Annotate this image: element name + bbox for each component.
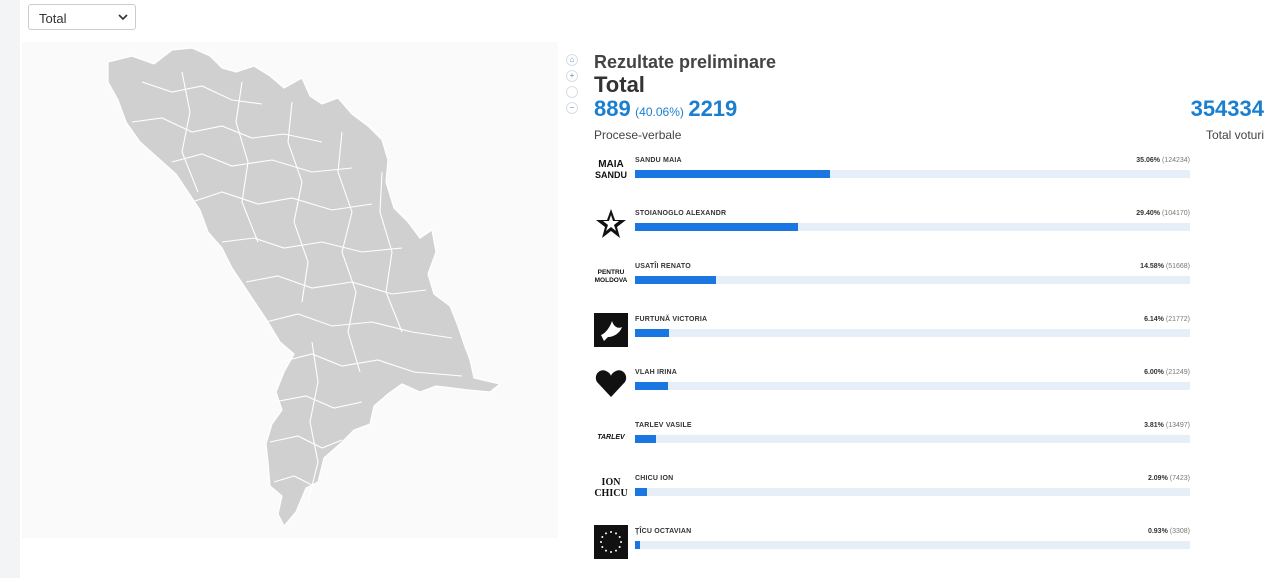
processed-percent: (40.06%) [635, 105, 684, 119]
pentru-moldova-logo: PENTRU MOLDOVA [594, 260, 628, 294]
candidate-row[interactable]: PENTRU MOLDOVA USATÎI RENATO 14.58% (51668) [594, 260, 1190, 298]
svg-text:MAIA: MAIA [598, 159, 624, 170]
total-votes-label: Total voturi [1205, 128, 1264, 142]
home-icon[interactable]: ⌂ [566, 54, 578, 66]
candidate-row[interactable]: TARLEV TARLEV VASILE 3.81% (13497) [594, 419, 1190, 457]
result-bar-track [635, 435, 1190, 443]
candidate-percent: 2.09% [1147, 475, 1168, 482]
map-svg[interactable] [22, 42, 558, 538]
candidate-row[interactable]: MAIA SANDU SANDU MAIA 35.06% (124234) [594, 154, 1190, 192]
processed-count: 889 [594, 96, 631, 121]
candidate-name: USATÎI RENATO [635, 263, 691, 270]
svg-text:CHICU: CHICU [594, 488, 627, 499]
map-controls: ⌂ + − [566, 54, 578, 118]
chevron-down-icon [118, 14, 128, 21]
result-bar-track [635, 541, 1190, 549]
result-bar-track [635, 382, 1190, 390]
candidate-row[interactable]: ŢÎCU OCTAVIAN 0.93% (3308) [594, 525, 1190, 563]
candidate-votes: (124234) [1160, 157, 1190, 164]
result-bar-track [635, 329, 1190, 337]
ion-chicu-logo: ION CHICU [594, 472, 628, 506]
result-bar [635, 276, 716, 284]
candidate-percent: 35.06% [1136, 157, 1161, 164]
candidate-name: STOIANOGLO ALEXANDR [635, 210, 727, 217]
svg-text:SANDU: SANDU [595, 170, 627, 180]
candidate-name: CHICU ION [635, 475, 674, 482]
candidate-votes: (13497) [1163, 422, 1190, 429]
result-bar [635, 329, 670, 337]
candidate-votes: (3308) [1167, 528, 1190, 535]
result-bar-track [635, 170, 1190, 178]
maia-sandu-logo: MAIA SANDU [594, 154, 628, 188]
zoom-out-icon[interactable]: − [566, 102, 578, 114]
result-bar-track [635, 488, 1190, 496]
tarlev-logo: TARLEV [594, 419, 628, 453]
candidate-votes: (7423) [1167, 475, 1190, 482]
eu-stars-logo [594, 525, 628, 559]
candidate-result: 2.09% (7423) [1148, 475, 1190, 482]
result-bar [635, 382, 669, 390]
candidate-row[interactable]: FURTUNĂ VICTORIA 6.14% (21772) [594, 313, 1190, 351]
candidate-result: 6.14% (21772) [1144, 316, 1190, 323]
result-bar-track [635, 223, 1190, 231]
candidate-percent: 14.58% [1140, 263, 1164, 270]
heart-logo [594, 366, 628, 400]
pv-label: Procese-verbale [594, 128, 682, 142]
candidate-name: VLAH IRINA [635, 369, 678, 376]
candidate-name: FURTUNĂ VICTORIA [635, 316, 708, 323]
results-subheading: Total [594, 72, 645, 97]
moldova-map[interactable] [22, 42, 558, 538]
svg-text:ION: ION [602, 477, 622, 488]
candidate-name: ŢÎCU OCTAVIAN [635, 528, 692, 535]
result-bar [635, 488, 647, 496]
svg-text:MOLDOVA: MOLDOVA [595, 277, 628, 284]
zoom-in-icon[interactable]: + [566, 70, 578, 82]
candidate-result: 29.40% (104170) [1136, 210, 1190, 217]
district-borders [131, 71, 463, 503]
result-bar [635, 170, 830, 178]
result-bar-track [635, 276, 1190, 284]
star-logo [594, 207, 628, 241]
svg-text:PENTRU: PENTRU [598, 269, 625, 276]
candidate-percent: 6.14% [1144, 316, 1164, 323]
zoom-slider-icon[interactable] [566, 86, 578, 98]
region-select[interactable]: Total [28, 4, 136, 30]
candidate-result: 6.00% (21249) [1144, 369, 1190, 376]
region-select-value: Total [39, 11, 67, 26]
result-bar [635, 223, 799, 231]
result-bar [635, 435, 657, 443]
candidate-result: 3.81% (13497) [1144, 422, 1190, 429]
candidate-percent: 6.00% [1144, 369, 1164, 376]
pv-counts: 889 (40.06%) 2219 [594, 96, 737, 122]
candidate-result: 35.06% (124234) [1136, 157, 1190, 164]
candidate-percent: 29.40% [1136, 210, 1161, 217]
result-bar [635, 541, 641, 549]
candidate-row[interactable]: ION CHICU CHICU ION 2.09% (7423) [594, 472, 1190, 510]
candidate-row[interactable]: STOIANOGLO ALEXANDR 29.40% (104170) [594, 207, 1190, 245]
candidate-result: 0.93% (3308) [1148, 528, 1190, 535]
candidate-name: SANDU MAIA [635, 157, 682, 164]
total-votes: 354334 [1190, 96, 1264, 121]
candidate-percent: 3.81% [1144, 422, 1164, 429]
candidate-row[interactable]: VLAH IRINA 6.00% (21249) [594, 366, 1190, 404]
results-heading: Rezultate preliminare [594, 52, 777, 72]
total-pv-count: 2219 [688, 96, 738, 121]
candidate-votes: (51668) [1163, 263, 1190, 270]
candidate-result: 14.58% (51668) [1140, 263, 1190, 270]
svg-text:TARLEV: TARLEV [597, 434, 626, 441]
candidate-votes: (104170) [1160, 210, 1190, 217]
candidate-percent: 0.93% [1147, 528, 1168, 535]
dove-logo [594, 313, 628, 347]
candidate-name: TARLEV VASILE [635, 422, 692, 429]
candidate-votes: (21249) [1163, 369, 1190, 376]
candidate-votes: (21772) [1163, 316, 1190, 323]
